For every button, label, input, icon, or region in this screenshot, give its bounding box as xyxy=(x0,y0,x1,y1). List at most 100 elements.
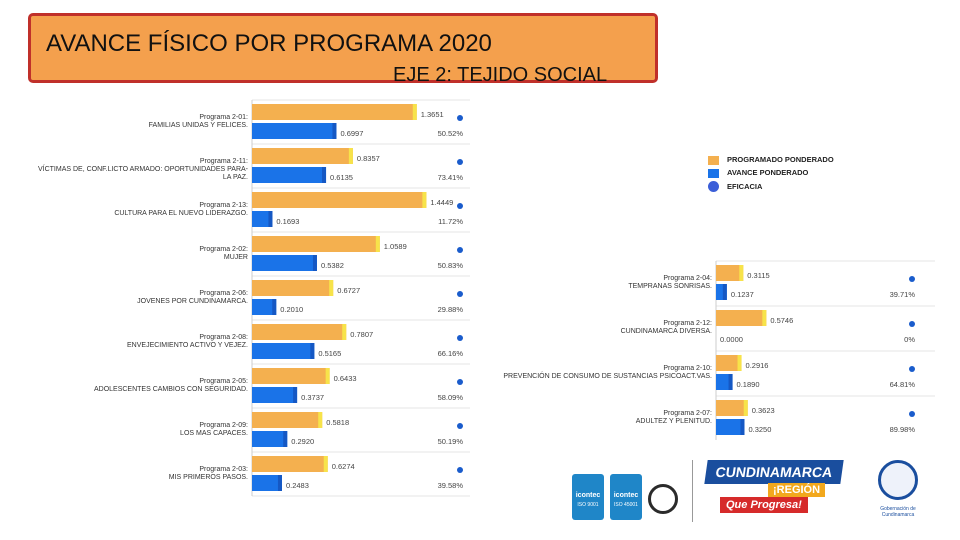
eficacia-dot xyxy=(457,335,463,341)
value-label-avance: 0.1890 xyxy=(737,380,760,389)
program-name: PREVENCIÓN DE CONSUMO DE SUSTANCIAS PSIC… xyxy=(503,371,712,380)
bar-programado-tip xyxy=(323,456,328,472)
bar-programado-tip xyxy=(318,412,323,428)
logo-divider xyxy=(692,460,693,522)
bar-programado xyxy=(252,280,334,296)
value-label-avance: 0.2010 xyxy=(280,305,303,314)
value-label-eficacia: 29.88% xyxy=(438,305,464,314)
value-label-eficacia: 39.71% xyxy=(890,290,916,299)
bar-avance-tip xyxy=(728,374,733,390)
value-label-eficacia: 64.81% xyxy=(890,380,916,389)
bar-programado xyxy=(252,192,427,208)
bar-programado xyxy=(252,324,347,340)
bar-avance xyxy=(716,374,733,390)
eficacia-dot xyxy=(457,423,463,429)
cundinamarca-brand-logo: CUNDINAMARCA ¡REGIÓN Que Progresa! xyxy=(704,460,844,520)
bar-programado-tip xyxy=(329,280,334,296)
gobernacion-seal: Gobernación de Cundinamarca xyxy=(868,460,928,524)
bar-avance xyxy=(252,167,327,183)
program-code: Programa 2-01: xyxy=(199,114,248,121)
value-label-programado: 1.3651 xyxy=(421,110,444,119)
value-label-programado: 0.3115 xyxy=(747,271,769,280)
icontec-logo-2-text: icontec xyxy=(613,492,639,499)
eficacia-dot xyxy=(909,276,915,282)
program-name: VÍCTIMAS DE, CONF.LICTO ARMADO: OPORTUNI… xyxy=(38,164,249,173)
bar-programado xyxy=(716,400,748,416)
bar-avance-tip xyxy=(283,431,288,447)
value-label-programado: 0.5818 xyxy=(326,418,349,427)
icontec-logo-2: icontec ISO 45001 xyxy=(610,474,642,520)
bar-programado xyxy=(252,368,330,384)
value-label-eficacia: 89.98% xyxy=(890,425,916,434)
value-label-avance: 0.3250 xyxy=(748,425,771,434)
seal-icon xyxy=(878,460,918,500)
bar-avance xyxy=(716,284,727,300)
legend-swatch-programado xyxy=(708,156,719,165)
icontec-logo-1-text: icontec xyxy=(575,492,601,499)
value-label-avance: 0.1237 xyxy=(731,290,754,299)
program-code: Programa 2-04: xyxy=(663,275,712,282)
eficacia-dot xyxy=(457,115,463,121)
bar-avance xyxy=(252,387,298,403)
iqnet-logo-icon xyxy=(648,484,678,514)
program-code: Programa 2-05: xyxy=(199,378,248,385)
legend-label: PROGRAMADO PONDERADO xyxy=(727,155,834,164)
bar-programado xyxy=(716,310,767,326)
program-name: ADOLESCENTES CAMBIOS CON SEGURIDAD. xyxy=(94,386,248,393)
bar-programado-tip xyxy=(325,368,330,384)
chart-left: Programa 2-01:FAMILIAS UNIDAS Y FELICES.… xyxy=(38,99,470,497)
bar-avance-tip xyxy=(722,284,727,300)
bar-avance xyxy=(252,431,288,447)
program-code: Programa 2-11: xyxy=(200,158,248,165)
eficacia-dot xyxy=(457,467,463,473)
value-label-avance: 0.6135 xyxy=(330,173,353,182)
value-label-avance: 0.2483 xyxy=(286,481,309,490)
bar-avance-tip xyxy=(322,167,327,183)
bar-avance xyxy=(252,255,317,271)
bar-programado-tip xyxy=(412,104,417,120)
value-label-programado: 0.6433 xyxy=(334,374,357,383)
program-name: CULTURA PARA EL NUEVO LIDERAZGO. xyxy=(114,210,248,217)
value-label-avance: 0.5165 xyxy=(318,349,341,358)
program-name: FAMILIAS UNIDAS Y FELICES. xyxy=(149,122,248,129)
bar-avance xyxy=(252,299,277,315)
program-name: ENVEJECIMIENTO ACTIVO Y VEJEZ. xyxy=(127,342,248,349)
icontec-logo-1-sub: ISO 9001 xyxy=(577,502,599,508)
value-label-eficacia: 11.72% xyxy=(438,217,463,226)
bar-programado xyxy=(252,236,380,252)
bar-avance xyxy=(252,475,282,491)
value-label-avance: 0.3737 xyxy=(301,393,324,402)
program-name: LA PAZ. xyxy=(223,174,248,181)
value-label-programado: 0.2916 xyxy=(746,361,769,370)
brand-slogan: Que Progresa! xyxy=(720,497,808,513)
value-label-programado: 1.0589 xyxy=(384,242,407,251)
value-label-avance: 0.0000 xyxy=(720,335,743,344)
value-label-avance: 0.6997 xyxy=(340,129,363,138)
bar-programado xyxy=(252,104,417,120)
program-name: TEMPRANAS SONRISAS. xyxy=(628,283,712,290)
legend-swatch-avance xyxy=(708,169,719,178)
eficacia-dot xyxy=(457,159,463,165)
bar-programado-tip xyxy=(422,192,427,208)
value-label-programado: 0.7807 xyxy=(350,330,373,339)
value-label-eficacia: 73.41% xyxy=(438,173,464,182)
legend-swatch-eficacia xyxy=(708,181,719,192)
value-label-eficacia: 0% xyxy=(904,335,915,344)
bar-programado-tip xyxy=(739,265,744,281)
page-subtitle: EJE 2: TEJIDO SOCIAL xyxy=(393,64,608,86)
eficacia-dot xyxy=(909,366,915,372)
bar-programado-tip xyxy=(737,355,742,371)
value-label-programado: 0.6274 xyxy=(332,462,355,471)
value-label-eficacia: 50.19% xyxy=(438,437,464,446)
eficacia-dot xyxy=(457,379,463,385)
bar-avance xyxy=(252,211,273,227)
value-label-eficacia: 66.16% xyxy=(438,349,464,358)
bar-avance xyxy=(716,419,745,435)
bar-programado-tip xyxy=(342,324,347,340)
eficacia-dot xyxy=(909,411,915,417)
bar-avance-tip xyxy=(272,299,277,315)
program-name: LOS MAS CAPACES. xyxy=(180,430,248,437)
bar-avance-tip xyxy=(312,255,317,271)
program-code: Programa 2-08: xyxy=(199,334,248,341)
value-label-eficacia: 39.58% xyxy=(438,481,464,490)
